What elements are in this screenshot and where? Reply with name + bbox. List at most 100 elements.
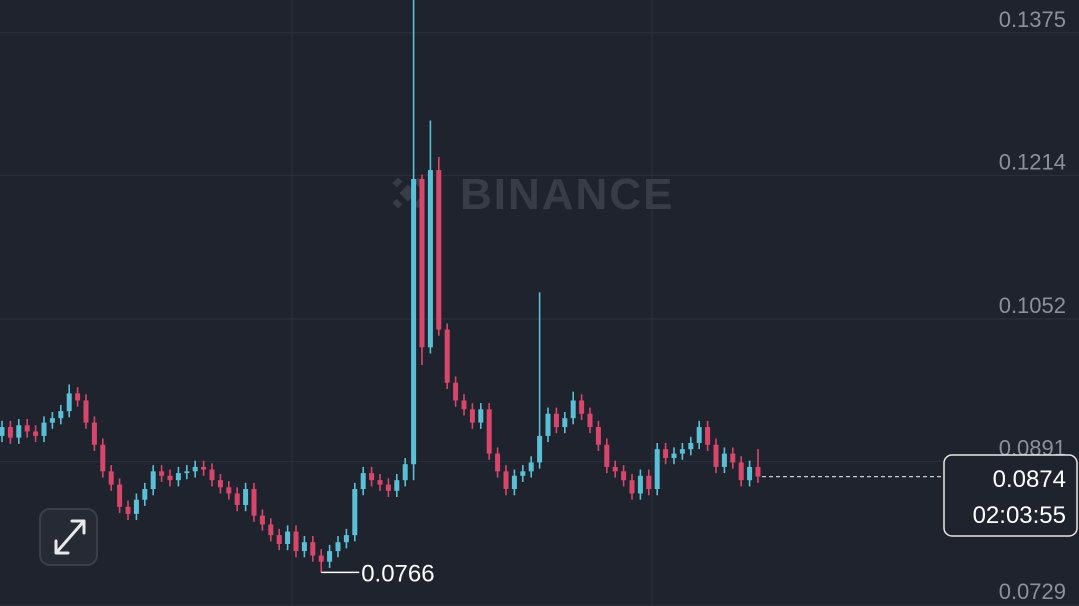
candle-body <box>629 480 635 494</box>
candle-body <box>285 531 291 544</box>
candle-body <box>679 449 685 454</box>
candle-body <box>621 471 627 481</box>
candle-body <box>730 453 736 463</box>
candle-body <box>520 471 526 476</box>
candle-body <box>268 524 274 536</box>
candle-body <box>511 475 517 490</box>
candle-body <box>419 178 425 348</box>
candle-body <box>747 466 753 481</box>
candle-body <box>444 329 450 383</box>
candle-body <box>310 542 316 556</box>
candle-body <box>301 542 307 552</box>
candle-body <box>663 449 669 459</box>
candle-body <box>495 453 501 472</box>
candle-body <box>385 484 391 491</box>
candle-body <box>587 413 593 428</box>
candle-body <box>528 462 534 472</box>
candle-body <box>16 425 22 438</box>
candle-body <box>469 409 475 423</box>
candle-body <box>192 466 198 472</box>
candle-body <box>461 400 467 410</box>
y-tick-label: 0.1214 <box>999 149 1066 174</box>
candle-body <box>562 418 568 428</box>
candle-body <box>360 473 366 490</box>
candle-body <box>91 422 97 445</box>
candle-body <box>251 489 257 516</box>
candle-body <box>637 475 643 494</box>
candle-body <box>671 453 677 459</box>
candle-body <box>705 427 711 445</box>
candle-body <box>33 431 39 436</box>
y-tick-label: 0.1052 <box>999 293 1066 318</box>
candle-body <box>175 473 181 481</box>
candle-body <box>688 442 694 450</box>
candle-body <box>201 466 207 470</box>
candle-body <box>394 480 400 491</box>
candle-body <box>570 400 576 419</box>
candle-body <box>150 471 156 490</box>
candle-body <box>83 400 89 423</box>
candle-body <box>343 535 349 543</box>
candle-body <box>595 427 601 445</box>
candle-body <box>604 444 610 467</box>
candle-body <box>100 444 106 472</box>
candle-body <box>259 515 265 525</box>
candle-body <box>453 382 459 401</box>
price-box <box>943 454 1078 537</box>
candle-body <box>142 489 148 500</box>
countdown: 02:03:55 <box>973 502 1066 529</box>
candle-body <box>49 418 55 423</box>
candle-body <box>24 425 30 432</box>
candle-body <box>335 542 341 552</box>
candle-body <box>713 444 719 467</box>
candle-body <box>293 531 299 552</box>
candle-body <box>545 413 551 436</box>
candle-body <box>318 555 324 562</box>
candle-body <box>352 489 358 536</box>
candle-body <box>427 170 433 348</box>
candle-body <box>537 435 543 463</box>
candle-body <box>234 493 240 505</box>
expand-icon[interactable] <box>54 519 86 555</box>
candle-body <box>75 393 81 401</box>
candle-body <box>159 471 165 476</box>
candle-body <box>209 469 215 481</box>
candles <box>0 0 761 573</box>
candle-body <box>243 489 249 505</box>
candle-body <box>217 480 223 488</box>
candle-body <box>133 499 139 514</box>
candle-body <box>117 484 123 507</box>
candle-body <box>327 551 333 562</box>
y-tick-label: 0.0729 <box>999 579 1066 604</box>
candle-body <box>377 480 383 485</box>
candle-body <box>7 427 13 438</box>
candle-body <box>402 464 408 481</box>
candle-body <box>436 170 442 330</box>
overlay: 0.0766 0.0874 02:03:55 <box>321 454 1078 587</box>
candle-body <box>738 462 744 481</box>
candle-body <box>696 427 702 443</box>
candle-body <box>276 535 282 544</box>
candle-body <box>184 471 190 474</box>
candle-body <box>66 393 72 412</box>
candle-body <box>755 466 761 477</box>
candle-body <box>41 422 47 436</box>
watermark-text: BINANCE <box>460 170 674 219</box>
candle-body <box>646 475 652 490</box>
candle-body <box>553 413 559 428</box>
candle-body <box>226 487 232 494</box>
y-tick-label: 0.1375 <box>999 7 1066 32</box>
candle-body <box>0 427 5 436</box>
candle-body <box>58 411 64 419</box>
candle-body <box>486 409 492 454</box>
candle-body <box>612 466 618 472</box>
candle-body <box>369 473 375 481</box>
candle-body <box>478 409 484 423</box>
candle-body <box>503 471 509 490</box>
candle-body <box>108 471 114 485</box>
expand-button[interactable] <box>39 508 98 566</box>
candle-body <box>654 449 660 490</box>
current-price: 0.0874 <box>993 466 1066 493</box>
low-label: 0.0766 <box>361 560 434 587</box>
